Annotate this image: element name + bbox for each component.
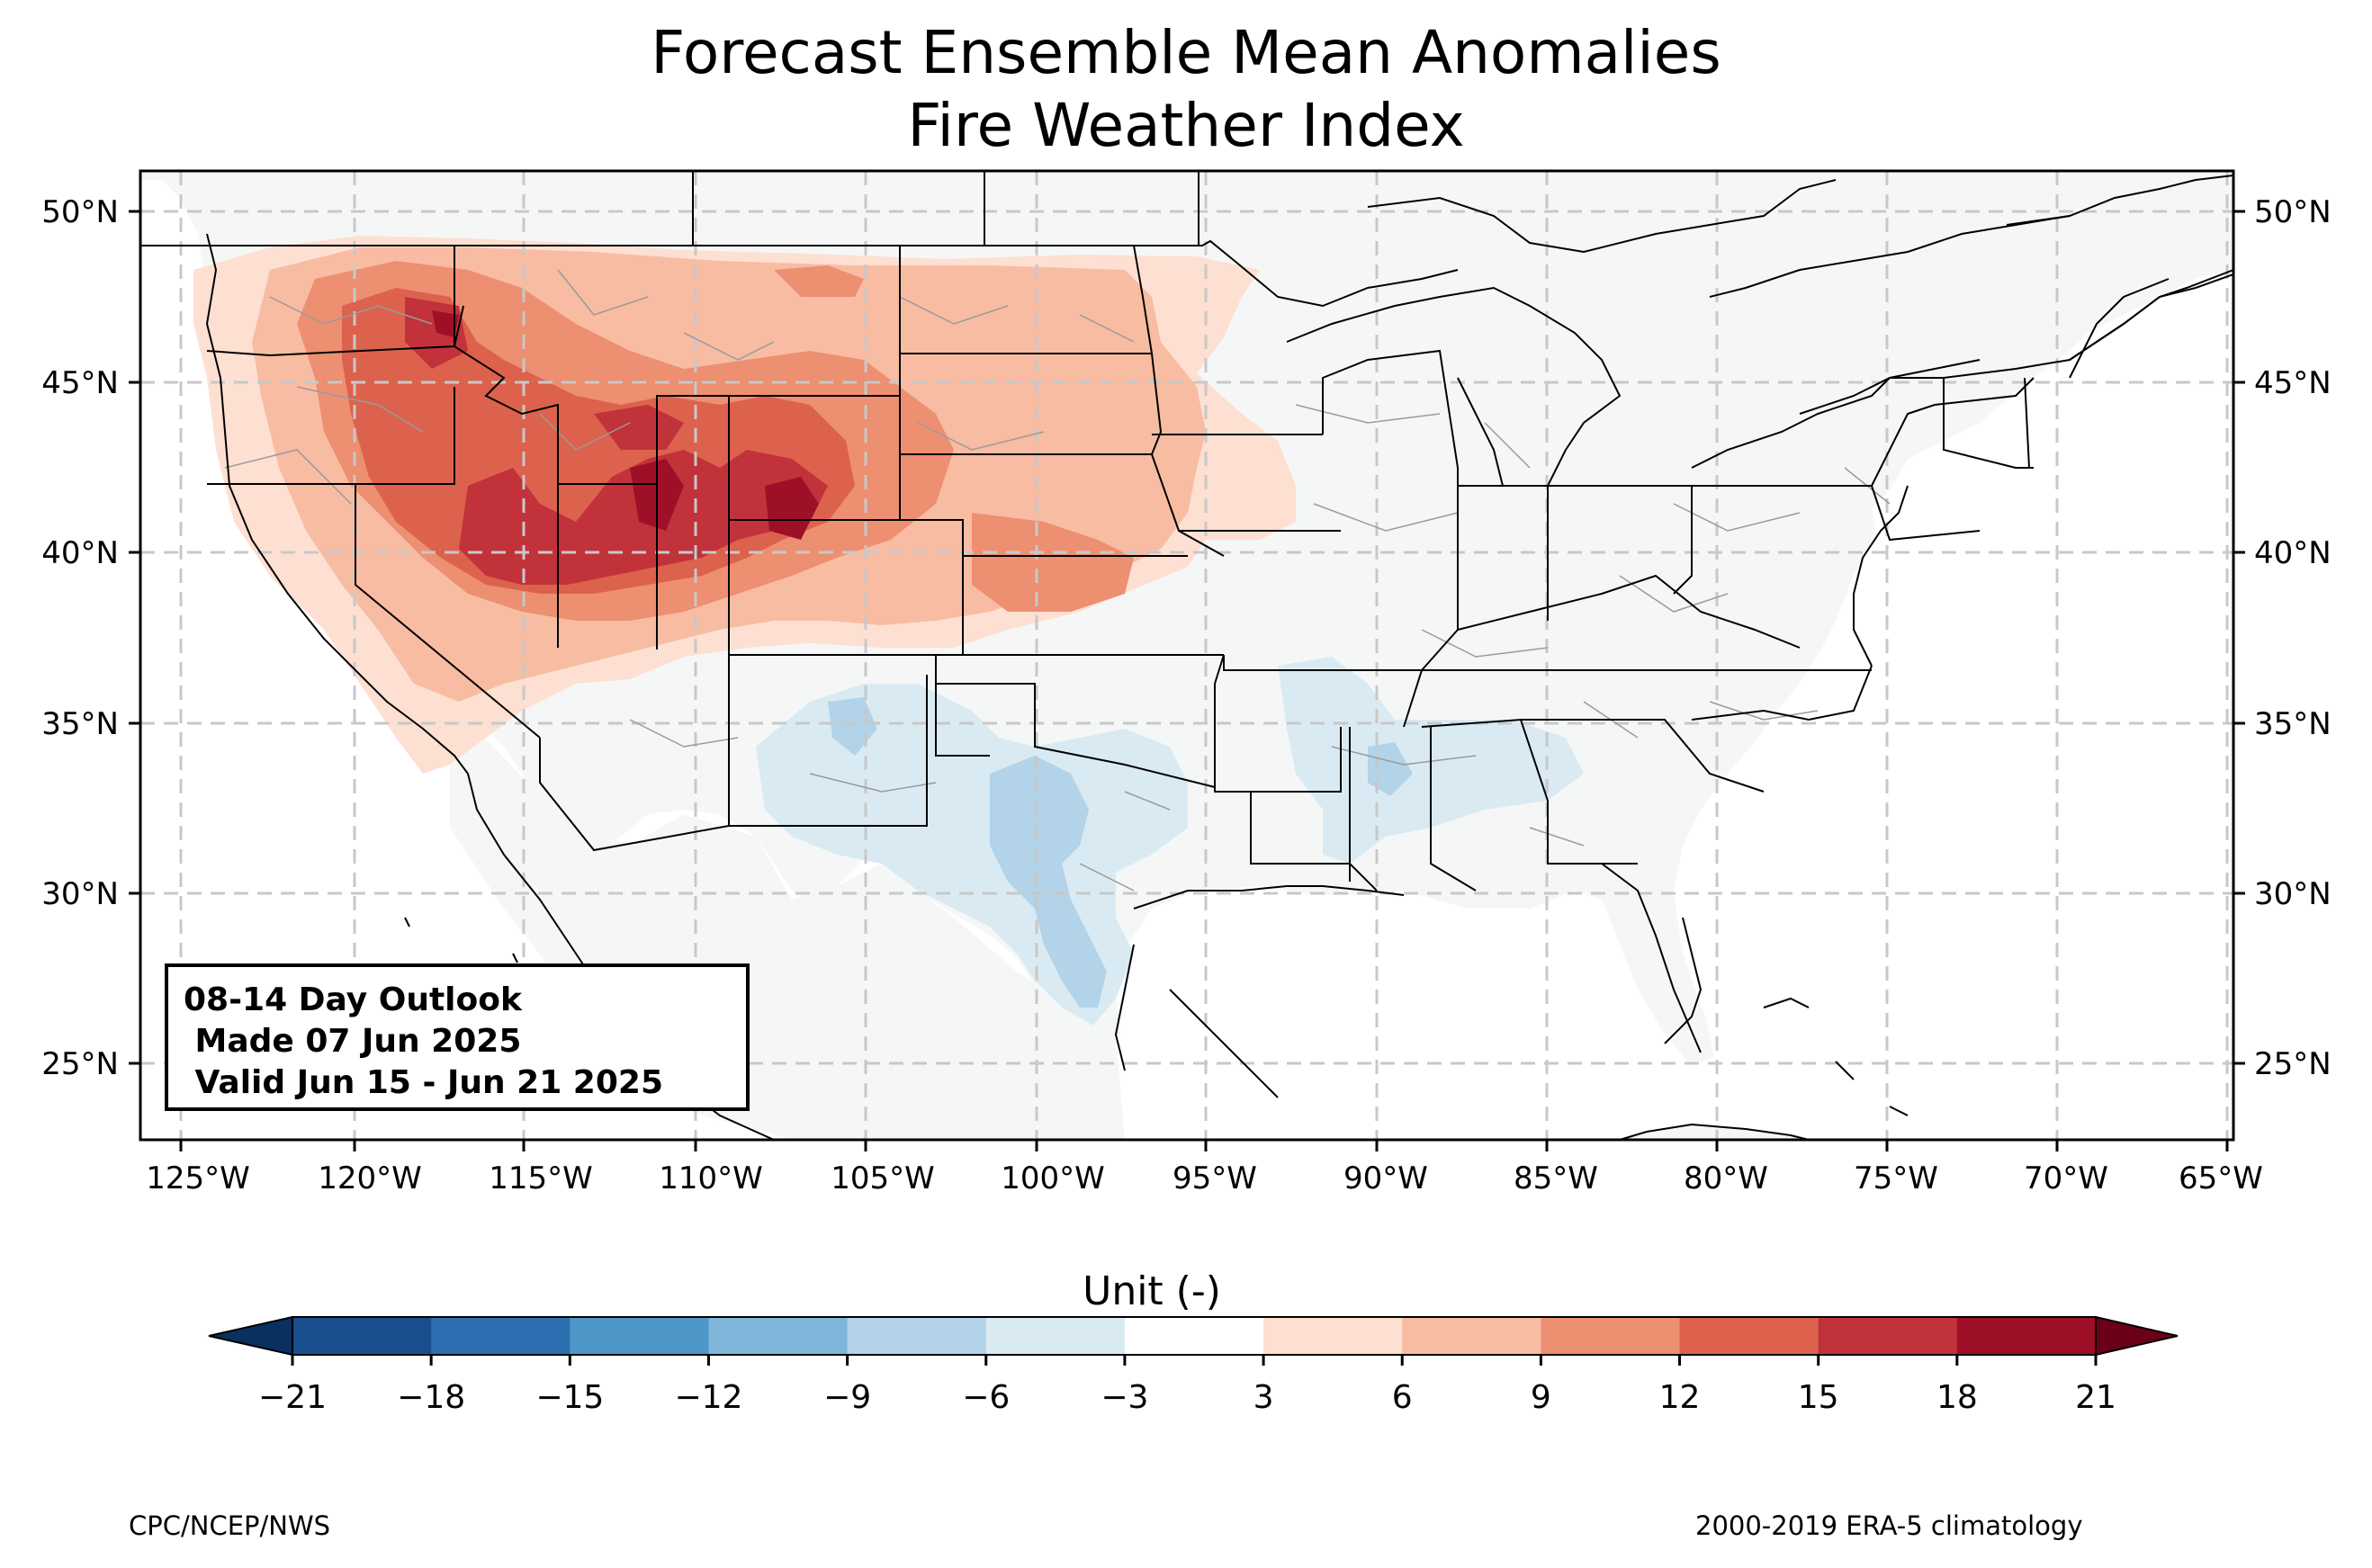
lat-tick-label-left: 40°N [41,535,119,571]
lon-tick-marks [179,1140,2229,1151]
colorbar-segment [708,1317,849,1355]
lon-tick-label: 70°W [2024,1160,2108,1196]
colorbar-tick-label: −18 [397,1379,465,1416]
colorbar-segment [1818,1317,1958,1355]
colorbar-tick-label: −21 [258,1379,327,1416]
lon-tick-label: 65°W [2179,1160,2263,1196]
colorbar-tick-label: 6 [1392,1379,1413,1416]
map-subtitle: Fire Weather Index [907,91,1465,160]
outlook-made-date: Made 07 Jun 2025 [184,1023,522,1060]
lat-tick-label-left: 50°N [41,194,119,230]
colorbar-tick-label: 9 [1531,1379,1551,1416]
lon-tick-label: 80°W [1684,1160,1768,1196]
map-frame [139,169,2235,1142]
colorbar-frame [292,1316,2097,1356]
footer-climatology: 2000-2019 ERA-5 climatology [1695,1510,2083,1541]
lon-tick-label: 75°W [1854,1160,1938,1196]
colorbar-segment [570,1317,709,1355]
lat-tick-label-left: 25°N [41,1046,119,1082]
colorbar-segment [1124,1317,1264,1355]
lon-tick-label: 95°W [1173,1160,1257,1196]
colorbar-overflow-arrow [2095,1315,2179,1357]
lon-tick-label: 110°W [659,1160,763,1196]
colorbar-tick-label: −6 [962,1379,1010,1416]
warm-anomaly-15-18 [405,297,828,585]
outlook-valid-range: Valid Jun 15 - Jun 21 2025 [184,1064,664,1101]
colorbar-tick-label: −9 [823,1379,871,1416]
colorbar-tick-label: 12 [1659,1379,1701,1416]
colorbar-segment [1263,1317,1403,1355]
lat-tick-label-right: 40°N [2254,535,2332,571]
lon-tick-label: 85°W [1514,1160,1598,1196]
lon-tick-label: 120°W [318,1160,422,1196]
colorbar-tick-label: 18 [1936,1379,1978,1416]
outlook-info-box: 08-14 Day Outlook Made 07 Jun 2025 Valid… [165,963,750,1111]
colorbar-segment [1402,1317,1541,1355]
colorbar-tick-label: −12 [674,1379,742,1416]
lon-tick-label: 105°W [831,1160,935,1196]
warm-anomaly-18-21 [432,310,819,540]
colorbar-segment [1541,1317,1681,1355]
lat-tick-label-right: 25°N [2254,1046,2332,1082]
land-cuba [1619,1123,1810,1140]
colorbar-tick-label: 15 [1798,1379,1839,1416]
lat-tick-label-left: 45°N [41,365,119,401]
colorbar-segment [847,1317,987,1355]
lat-tick-label-right: 30°N [2254,876,2332,912]
lon-tick-label: 115°W [489,1160,593,1196]
colorbar-segment [1679,1317,1819,1355]
lat-tick-marks [129,210,2245,1065]
colorbar-tick-label: −3 [1101,1379,1148,1416]
lat-tick-label-left: 30°N [41,876,119,912]
lat-tick-label-right: 45°N [2254,365,2332,401]
colorbar-tick-label: −15 [535,1379,604,1416]
lon-tick-label: 100°W [1001,1160,1105,1196]
colorbar-tick-label: 3 [1253,1379,1274,1416]
colorbar-segment [1956,1317,2097,1355]
colorbar-segment [292,1317,432,1355]
map-title: Forecast Ensemble Mean Anomalies [651,18,1721,87]
outlook-period: 08-14 Day Outlook [184,981,522,1018]
lat-tick-label-left: 35°N [41,706,119,742]
footer-source: CPC/NCEP/NWS [129,1510,331,1541]
lon-tick-label: 125°W [146,1160,250,1196]
colorbar: −21 −18 −15 −12 −9 −6 −3 3 6 9 12 15 18 21 [208,1315,2179,1416]
colorbar-label: Unit (-) [1083,1268,1221,1314]
colorbar-tick-label: 21 [2075,1379,2116,1416]
lat-tick-label-right: 35°N [2254,706,2332,742]
colorbar-underflow-arrow [208,1315,293,1357]
colorbar-segment [431,1317,571,1355]
lat-tick-label-right: 50°N [2254,194,2332,230]
state-boundaries [140,171,2233,1140]
lon-tick-label: 90°W [1343,1160,1428,1196]
colorbar-segment [985,1317,1126,1355]
